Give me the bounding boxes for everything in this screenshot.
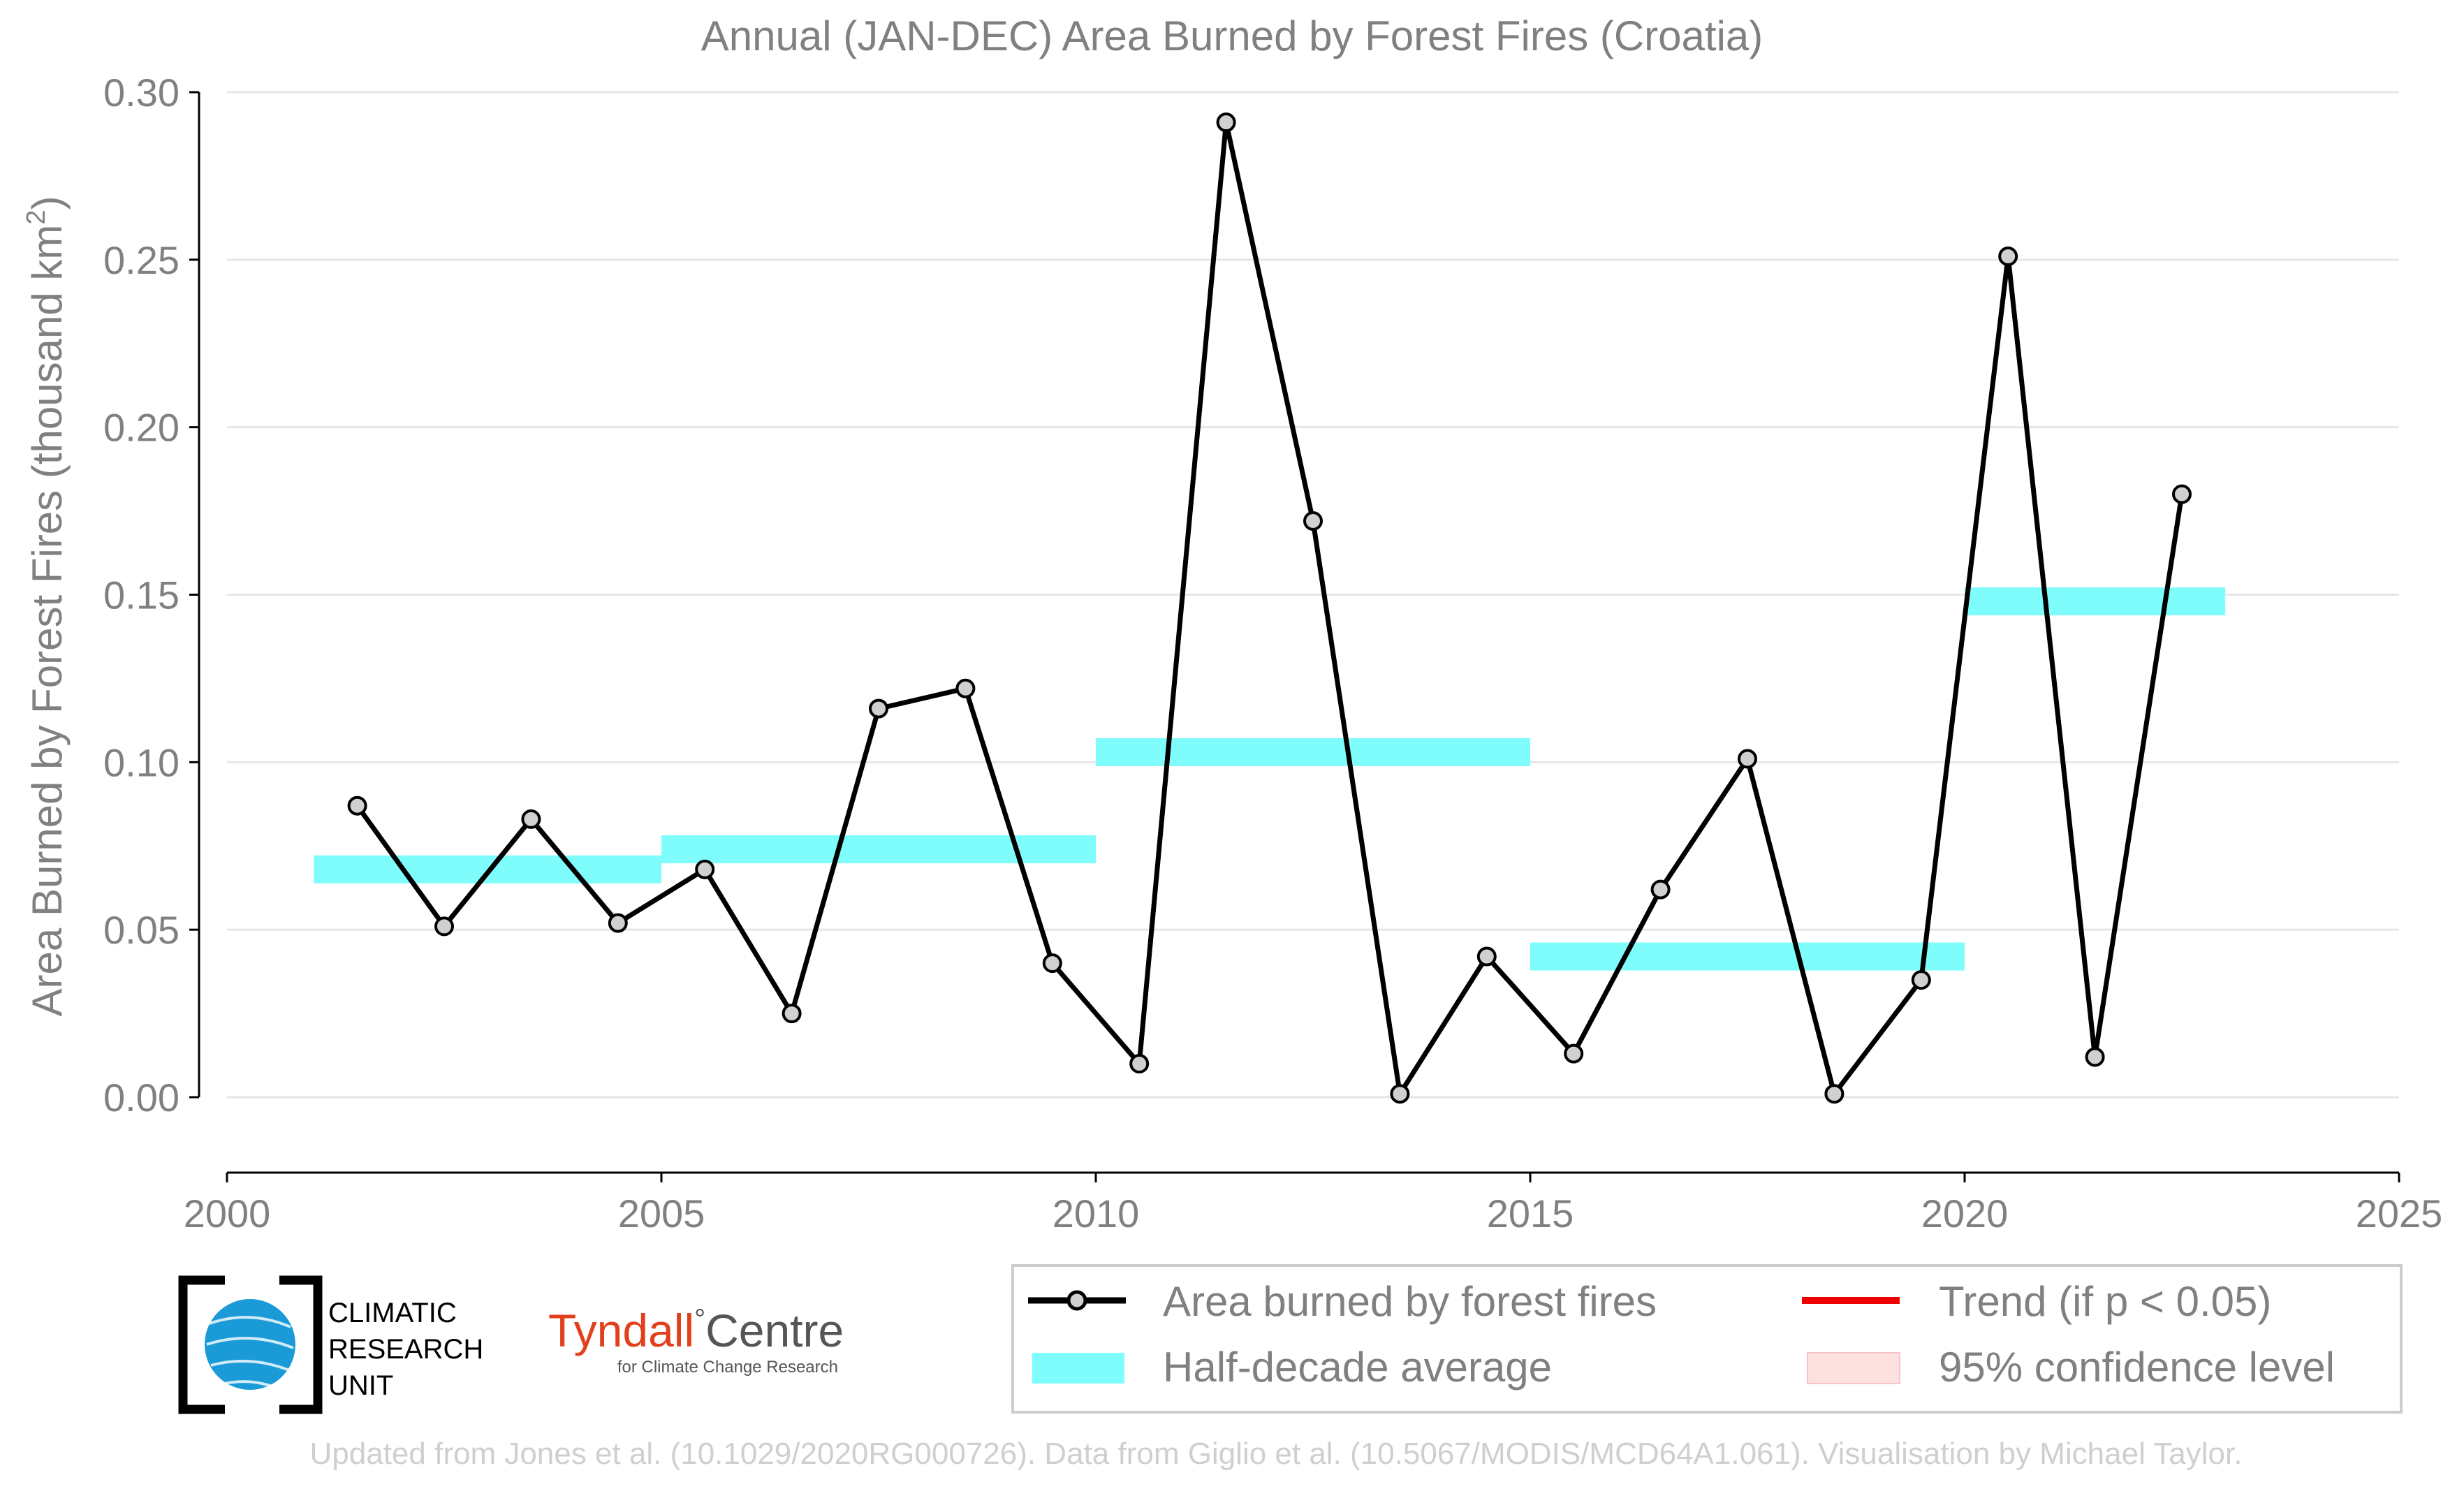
x-tick-label: 2005	[618, 1191, 705, 1235]
data-point	[955, 678, 976, 698]
data-point	[1042, 953, 1062, 974]
cru-logo: CLIMATIC RESEARCH UNIT	[178, 1275, 483, 1414]
y-axis-label: Area Burned by Forest Fires (thousand km…	[22, 196, 71, 1017]
cru-logo-globe-lines	[206, 1316, 294, 1390]
legend-label-confidence: 95% confidence level	[1939, 1344, 2335, 1391]
y-axis-label-main: Area Burned by Forest Fires (thousand km	[24, 225, 71, 1017]
data-point	[2085, 1047, 2105, 1067]
half-decade-band	[1965, 587, 2226, 616]
footer-credit: Updated from Jones et al. (10.1029/2020R…	[310, 1437, 2243, 1471]
x-tick-label: 2025	[2356, 1191, 2443, 1235]
data-point	[1824, 1084, 1845, 1104]
cru-logo-text-research: RESEARCH	[328, 1334, 483, 1365]
data-point	[1129, 1054, 1150, 1074]
data-point	[2172, 484, 2192, 504]
data-point	[1390, 1084, 1410, 1104]
y-tick-label: 0.10	[103, 740, 179, 784]
y-tick-label: 0.15	[103, 573, 179, 617]
legend-label-area-burned: Area burned by forest fires	[1163, 1278, 1657, 1325]
y-tick-label: 0.00	[103, 1076, 179, 1120]
data-point	[1564, 1043, 1584, 1064]
data-point	[1303, 511, 1323, 531]
cru-logo-bracket-right	[279, 1275, 323, 1414]
cru-logo-bracket-left	[178, 1275, 225, 1414]
legend-label-half-decade: Half-decade average	[1163, 1344, 1552, 1391]
legend: Area burned by forest fires Trend (if p …	[1011, 1264, 2403, 1414]
chart-title: Annual (JAN-DEC) Area Burned by Forest F…	[701, 13, 1763, 59]
data-point	[347, 795, 367, 816]
y-tick-label: 0.05	[103, 908, 179, 952]
y-axis-label-end: )	[24, 196, 71, 210]
tyndall-centre-logo: Tyndall°Centre for Climate Change Resear…	[548, 1304, 844, 1377]
tyndall-logo-degree: °	[694, 1304, 705, 1335]
data-point	[434, 916, 454, 937]
y-tick-label: 0.20	[103, 406, 179, 450]
data-point	[869, 698, 888, 719]
data-point	[1476, 946, 1497, 967]
legend-label-trend: Trend (if p < 0.05)	[1939, 1278, 2271, 1325]
data-point	[608, 913, 628, 933]
cru-logo-text-unit: UNIT	[328, 1370, 393, 1401]
half-decade-band	[1096, 738, 1530, 766]
legend-box	[1011, 1264, 2403, 1414]
x-tick-label: 2015	[1487, 1191, 1574, 1235]
data-point	[1216, 112, 1236, 133]
tyndall-logo-centre: Centre	[705, 1305, 844, 1356]
legend-half-decade-swatch	[1032, 1353, 1124, 1384]
series-line	[355, 119, 2185, 1096]
data-point	[1998, 247, 2018, 267]
x-tick-label: 2020	[1921, 1191, 2009, 1235]
tyndall-logo-tagline: for Climate Change Research	[617, 1358, 838, 1377]
data-point	[1650, 879, 1671, 900]
y-axis-label-sup: 2	[22, 210, 51, 225]
data-point	[521, 809, 541, 829]
area-burned-series	[347, 112, 2192, 1104]
x-tick-label: 2010	[1053, 1191, 1140, 1235]
y-tick-label: 0.30	[103, 71, 179, 115]
x-axis-ticks: 2000 2005 2010 2015 2020 2025	[184, 1171, 2443, 1235]
x-tick-label: 2000	[184, 1191, 271, 1235]
half-decade-band	[661, 835, 1096, 864]
cru-logo-text-climatic: CLIMATIC	[328, 1298, 457, 1328]
legend-marker-swatch	[1066, 1290, 1087, 1311]
data-point	[1911, 970, 1931, 990]
data-point	[1738, 749, 1757, 769]
data-point	[782, 1004, 802, 1024]
tyndall-logo-tyndall: Tyndall	[548, 1305, 694, 1356]
half-decade-band	[1530, 942, 1965, 971]
legend-confidence-swatch	[1807, 1352, 1900, 1384]
half-decade-average-bands	[314, 587, 2226, 971]
y-tick-label: 0.25	[103, 238, 179, 282]
y-axis-ticks: 0.00 0.05 0.10 0.15 0.20 0.25 0.30	[103, 71, 200, 1120]
tyndall-logo-name: Tyndall°Centre	[548, 1304, 844, 1356]
data-point	[695, 859, 715, 879]
